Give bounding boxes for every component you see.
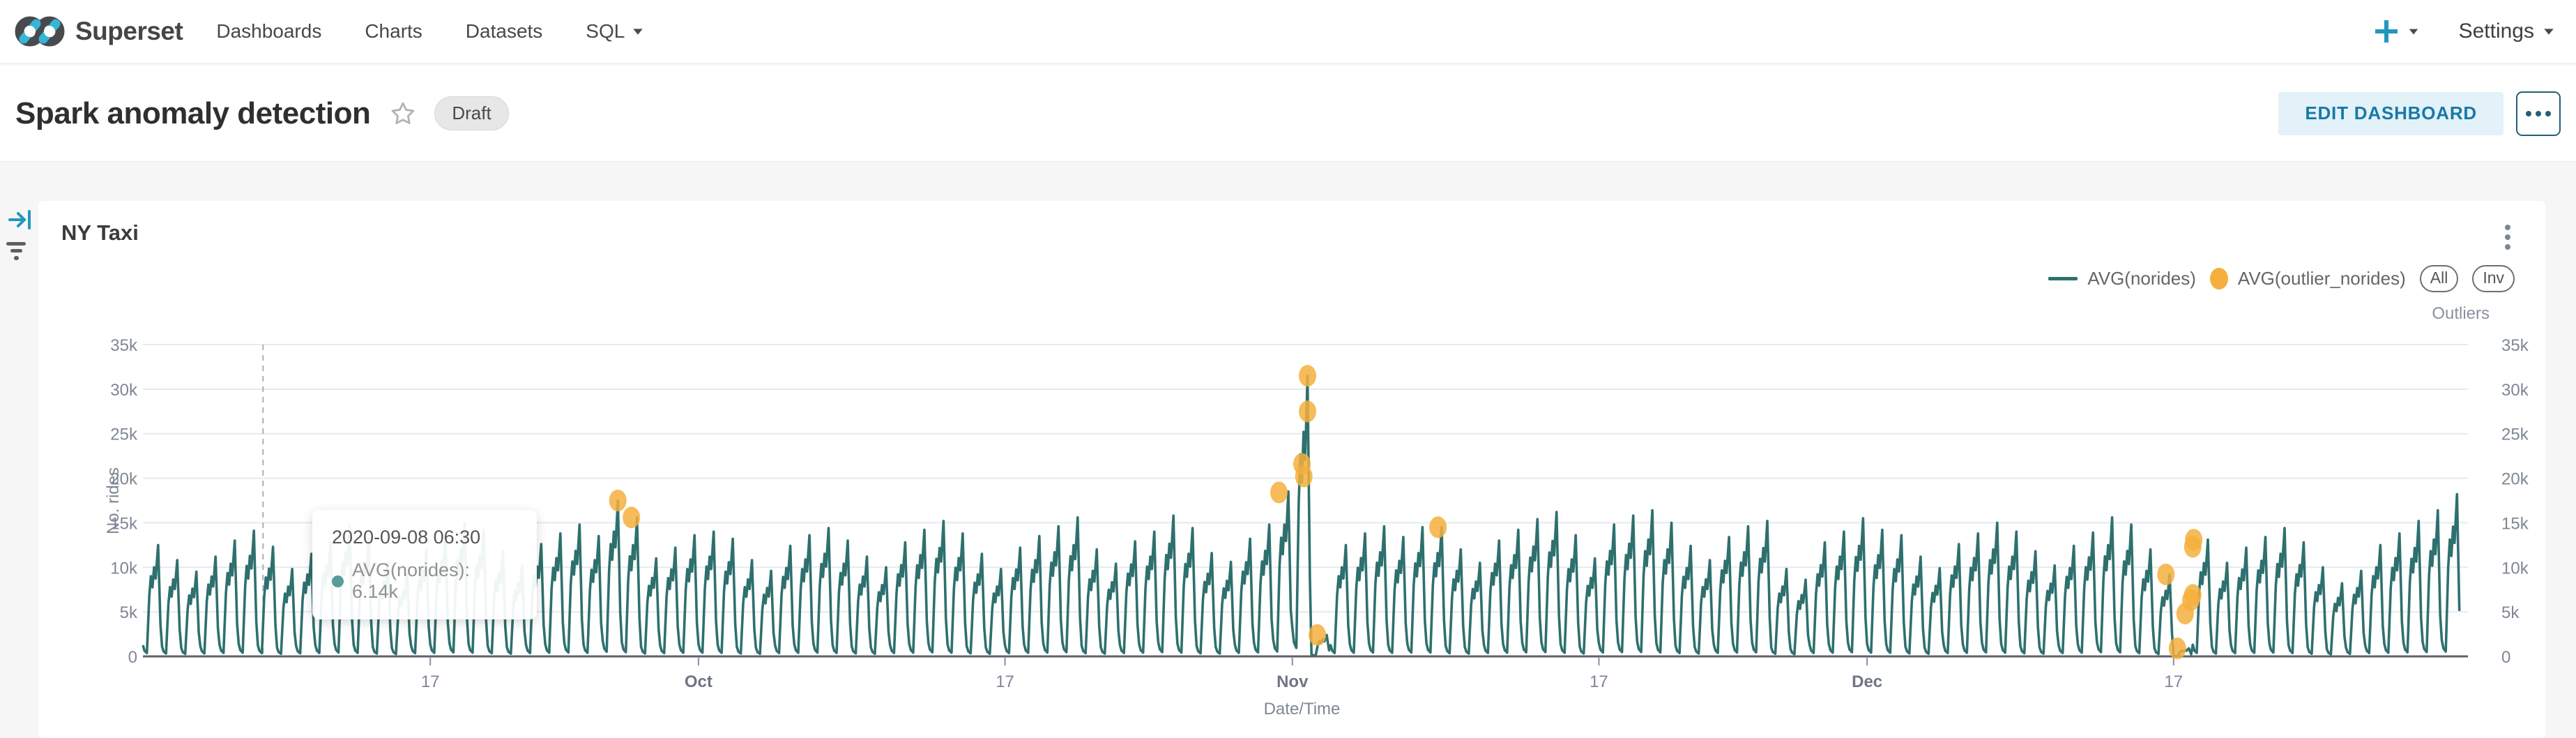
legend-item-norides[interactable]: AVG(norides) [2048,268,2196,289]
svg-text:30k: 30k [110,381,138,400]
svg-text:Oct: Oct [685,672,712,691]
legend-select-all-button[interactable]: All [2419,265,2459,292]
svg-text:25k: 25k [2501,426,2529,444]
superset-logo-icon [15,16,65,47]
nav-item-sql-label: SQL [586,20,625,42]
svg-text:5k: 5k [2501,603,2520,622]
filter-icon[interactable] [6,242,26,264]
tooltip-value: AVG(norides): 6.14k [352,559,471,602]
nav-item-charts[interactable]: Charts [365,20,422,42]
right-axis-name: Outliers [2432,304,2490,323]
svg-text:Dec: Dec [1852,672,1882,691]
svg-text:17: 17 [421,672,440,691]
series-dot-icon [332,575,344,587]
settings-menu[interactable]: Settings [2459,20,2555,43]
svg-text:17: 17 [2164,672,2183,691]
dashboard-title: Spark anomaly detection [15,96,371,130]
svg-text:Date/Time: Date/Time [1264,700,1341,718]
status-badge: Draft [434,96,509,130]
svg-text:10k: 10k [2501,559,2529,578]
chart-card: NY Taxi AVG(norides) AVG(outlier_norides… [38,201,2545,738]
nav-links: Dashboards Charts Datasets SQL [216,20,644,43]
chart-kebab-menu-icon[interactable] [2505,225,2510,250]
tooltip-timestamp: 2020-09-08 06:30 [332,527,481,548]
nav-right: Settings [2375,20,2559,43]
svg-text:20k: 20k [110,470,138,489]
legend-label: AVG(norides) [2087,268,2196,289]
legend-item-outlier-norides[interactable]: AVG(outlier_norides) [2209,268,2406,289]
nav-item-dashboards[interactable]: Dashboards [216,20,322,42]
brand-name: Superset [75,17,183,45]
svg-text:25k: 25k [110,426,138,444]
timeseries-plot[interactable]: 17 Oct 17 Nov 17 Dec 17 0 0 5k 5k 10k 10k 15k 15k 20k 20… [38,201,2545,738]
plus-icon [2375,20,2398,43]
svg-text:17: 17 [996,672,1014,691]
dashboard-header: Spark anomaly detection Draft EDIT DASHB… [0,66,2576,162]
svg-text:17: 17 [1590,672,1608,691]
ellipsis-icon [2526,110,2531,116]
svg-text:35k: 35k [2501,336,2529,355]
svg-text:30k: 30k [2501,381,2529,400]
new-item-button[interactable] [2375,20,2420,43]
svg-text:0: 0 [128,648,137,667]
svg-text:5k: 5k [120,603,138,622]
chart-tooltip: 2020-09-08 06:30 AVG(norides): 6.14k [312,510,537,619]
svg-text:0: 0 [2501,648,2510,667]
svg-text:20k: 20k [2501,470,2529,489]
legend-invert-button[interactable]: Inv [2472,265,2515,292]
superset-brand[interactable]: Superset [14,14,183,49]
svg-text:Nov: Nov [1276,672,1309,691]
caret-down-icon [633,28,643,35]
top-navbar: Superset Dashboards Charts Datasets SQL … [0,0,2576,64]
svg-text:15k: 15k [110,514,138,533]
favorite-star-icon[interactable] [390,100,416,127]
chart-legend: AVG(norides) AVG(outlier_norides) All In… [2048,265,2515,292]
expand-filter-bar-icon[interactable] [8,209,32,230]
svg-text:15k: 15k [2501,514,2529,533]
nav-item-datasets[interactable]: Datasets [465,20,543,42]
svg-text:No. rides: No. rides [104,467,123,534]
svg-text:35k: 35k [110,336,138,355]
circle-swatch-icon [2209,268,2228,289]
nav-item-sql[interactable]: SQL [586,20,644,43]
caret-down-icon [2409,29,2418,34]
edit-dashboard-button[interactable]: EDIT DASHBOARD [2278,91,2503,135]
caret-down-icon [2544,28,2554,35]
svg-text:10k: 10k [110,559,138,578]
chart-title: NY Taxi [61,220,139,245]
legend-label: AVG(outlier_norides) [2237,268,2406,289]
line-swatch-icon [2048,277,2078,280]
more-options-button[interactable] [2516,91,2561,136]
settings-label: Settings [2458,20,2534,43]
